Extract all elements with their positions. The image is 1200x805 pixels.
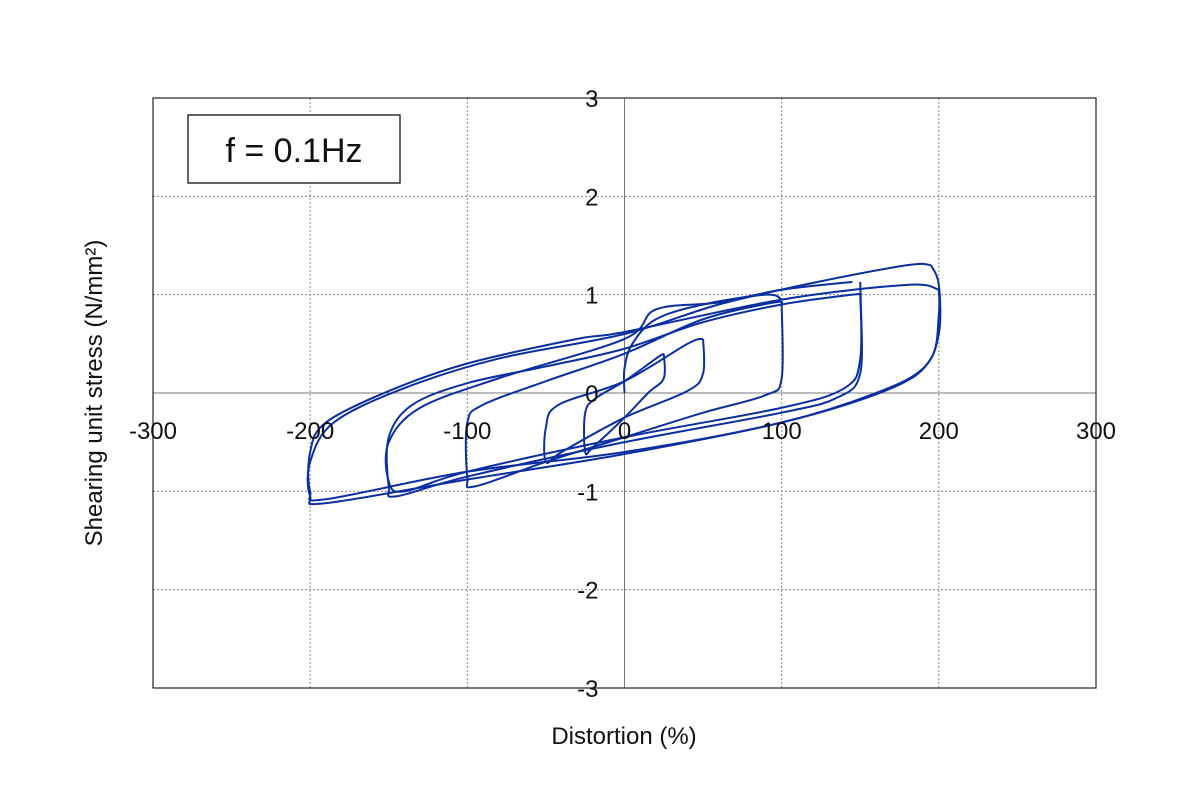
hysteresis-loop (384, 280, 863, 493)
annotation-text: f = 0.1Hz (225, 132, 362, 170)
x-axis-label: Distortion (%) (551, 723, 696, 750)
y-tick-label: 0 (585, 381, 598, 408)
x-tick-label: -200 (286, 418, 334, 445)
y-tick-label: -3 (577, 676, 598, 703)
hysteresis-loop (583, 352, 666, 456)
y-tick-label: -1 (577, 479, 598, 506)
hysteresis-loop (306, 262, 942, 506)
x-tick-label: -300 (129, 418, 177, 445)
y-tick-label: -2 (577, 578, 598, 605)
series-group (306, 262, 942, 506)
annotation-box (187, 114, 401, 184)
y-tick-label: 3 (585, 86, 598, 113)
x-tick-label: 100 (762, 418, 802, 445)
y-tick-label: 2 (585, 184, 598, 211)
x-tick-label: 300 (1076, 418, 1116, 445)
x-tick-label: 0 (618, 418, 631, 445)
plot-frame (152, 97, 1097, 689)
x-tick-label: -100 (443, 418, 491, 445)
y-tick-label: 1 (585, 283, 598, 310)
x-tick-label: 200 (919, 418, 959, 445)
y-axis-label: Shearing unit stress (N/mm²) (81, 240, 108, 547)
tick-labels: -300 -200 -100 0 100 200 300 -3 -2 -1 0 1 2 3 (129, 86, 1116, 703)
hysteresis-loop (622, 293, 783, 394)
